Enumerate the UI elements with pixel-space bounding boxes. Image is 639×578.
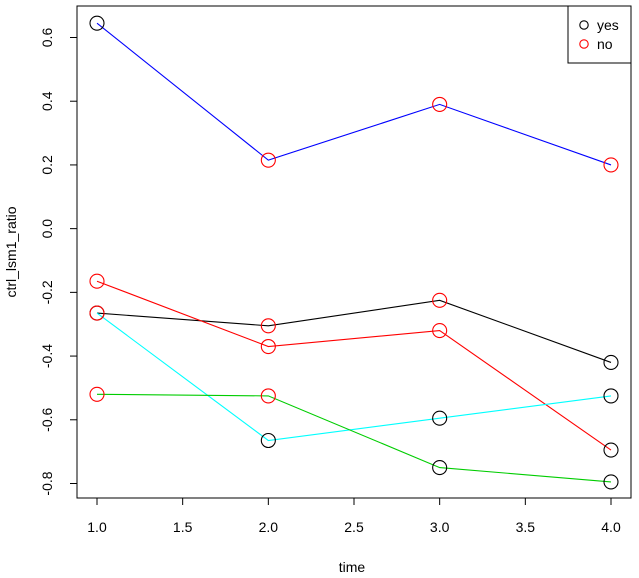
data-point-marker bbox=[603, 354, 619, 370]
x-tick-label: 3.0 bbox=[430, 519, 450, 535]
data-point-marker bbox=[432, 292, 448, 308]
data-point-marker bbox=[260, 338, 276, 355]
x-axis-title: time bbox=[339, 559, 366, 575]
x-tick-label: 4.0 bbox=[601, 519, 621, 535]
data-point-marker bbox=[260, 152, 276, 168]
data-point-marker bbox=[432, 460, 448, 476]
series-line-2 bbox=[96, 299, 612, 363]
y-tick-label: 0.4 bbox=[39, 91, 55, 111]
data-point-marker bbox=[260, 318, 276, 334]
x-tick-label: 2.0 bbox=[259, 519, 279, 535]
y-tick-label: 0.6 bbox=[39, 28, 55, 48]
y-tick-label: 0.0 bbox=[39, 219, 55, 239]
y-axis: -0.8 -0.6 -0.4 -0.2 0.0 0.2 0.4 0.6 bbox=[39, 28, 78, 496]
series-line-4 bbox=[96, 312, 612, 442]
data-point-marker bbox=[89, 305, 105, 321]
x-tick-label: 2.5 bbox=[344, 519, 364, 535]
y-tick-label: -0.8 bbox=[39, 471, 55, 495]
data-point-marker bbox=[89, 15, 105, 31]
legend-label: yes bbox=[597, 17, 619, 33]
series-layer bbox=[89, 15, 619, 490]
y-tick-label: -0.4 bbox=[39, 344, 55, 368]
y-axis-title: ctrl_lsm1_ratio bbox=[3, 206, 19, 297]
data-point-marker bbox=[260, 388, 276, 404]
data-point-marker bbox=[260, 432, 276, 449]
data-point-marker bbox=[89, 273, 105, 289]
x-axis: 1.0 1.5 2.0 2.5 3.0 3.5 4.0 bbox=[87, 497, 621, 535]
data-point-marker bbox=[89, 386, 105, 402]
data-point-marker bbox=[603, 442, 619, 458]
x-tick-label: 3.5 bbox=[516, 519, 536, 535]
legend: yes no bbox=[567, 5, 632, 64]
legend-marker bbox=[579, 20, 589, 30]
data-point-marker bbox=[603, 157, 619, 173]
y-tick-label: -0.6 bbox=[39, 408, 55, 432]
data-point-marker bbox=[432, 96, 448, 112]
data-point-marker bbox=[432, 410, 448, 426]
legend-box bbox=[567, 5, 632, 64]
series-line-1 bbox=[96, 22, 612, 166]
x-tick-label: 1.0 bbox=[87, 519, 107, 535]
data-point-marker bbox=[603, 388, 619, 404]
legend-label: no bbox=[597, 36, 613, 52]
y-tick-label: 0.2 bbox=[39, 155, 55, 175]
y-tick-label: -0.2 bbox=[39, 280, 55, 304]
series-line-3 bbox=[96, 280, 612, 451]
data-point-marker bbox=[432, 323, 448, 339]
series-line-5 bbox=[96, 393, 612, 483]
plot-frame bbox=[76, 5, 632, 499]
legend-marker bbox=[579, 39, 589, 49]
data-point-marker bbox=[603, 474, 619, 490]
x-tick-label: 1.5 bbox=[173, 519, 193, 535]
